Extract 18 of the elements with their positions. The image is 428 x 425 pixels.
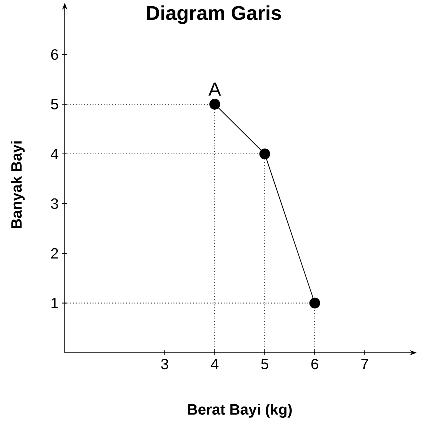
y-tick-label: 3 <box>51 198 58 210</box>
x-tick-label: 4 <box>211 359 219 370</box>
y-tick-label: 5 <box>51 99 58 110</box>
chart-title: Diagram Garis <box>147 6 282 24</box>
y-tick-label: 1 <box>52 298 58 308</box>
x-tick-label: 7 <box>362 359 368 370</box>
y-tick-label: 2 <box>51 248 58 259</box>
x-tick-label: 6 <box>312 359 318 370</box>
annotation: A <box>208 82 222 96</box>
x-tick-label: 5 <box>261 359 269 370</box>
y-tick-label: 4 <box>51 149 59 160</box>
point <box>210 99 220 110</box>
point <box>310 298 320 309</box>
x-axis-title: Berat Bayi (kg) <box>188 404 292 418</box>
point <box>260 148 270 160</box>
y-axis-title: Banyak Bayi <box>11 142 25 228</box>
x-tick-label: 3 <box>161 359 168 370</box>
y-tick-label: 6 <box>51 49 58 60</box>
